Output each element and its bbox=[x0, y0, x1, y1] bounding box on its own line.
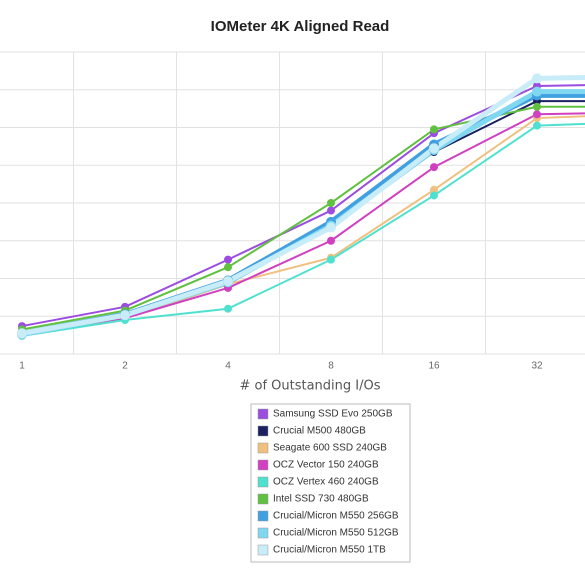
data-point bbox=[17, 328, 27, 339]
series-line bbox=[21, 100, 585, 337]
legend-swatch bbox=[257, 493, 269, 505]
series-line bbox=[21, 89, 585, 337]
series-line bbox=[21, 84, 585, 328]
data-point bbox=[327, 199, 335, 207]
x-tick-label: 8 bbox=[328, 361, 334, 372]
data-point bbox=[120, 310, 130, 321]
x-tick-label: 16 bbox=[428, 361, 440, 372]
series-line bbox=[21, 105, 585, 331]
x-tick-label: 4 bbox=[225, 361, 231, 372]
legend-label: Intel SSD 730 480GB bbox=[273, 494, 369, 505]
legend-swatch bbox=[257, 544, 269, 556]
legend-label: Crucial/Micron M550 512GB bbox=[273, 528, 399, 539]
chart-title: IOMeter 4K Aligned Read bbox=[211, 18, 390, 35]
data-point bbox=[532, 86, 542, 97]
legend-label: Crucial/Micron M550 256GB bbox=[273, 511, 399, 522]
legend-label: Samsung SSD Evo 250GB bbox=[273, 409, 393, 420]
data-point bbox=[430, 163, 438, 172]
data-point bbox=[223, 276, 233, 287]
legend-label: Crucial/Micron M550 1TB bbox=[273, 545, 386, 556]
data-point bbox=[533, 121, 541, 130]
legend-label: Seagate 600 SSD 240GB bbox=[273, 443, 387, 454]
legend-label: Crucial M500 480GB bbox=[273, 426, 366, 437]
data-point bbox=[429, 143, 439, 154]
legend-swatch bbox=[257, 510, 269, 522]
data-point bbox=[327, 206, 335, 215]
data-point bbox=[430, 125, 438, 134]
legend-box bbox=[250, 403, 411, 563]
legend-swatch bbox=[257, 442, 269, 454]
legend-swatch bbox=[257, 425, 269, 437]
legend-swatch bbox=[257, 527, 269, 539]
series-line bbox=[21, 122, 585, 337]
data-point bbox=[326, 222, 336, 233]
series-line bbox=[21, 92, 585, 336]
legend-swatch bbox=[257, 459, 269, 471]
data-point bbox=[532, 73, 542, 84]
data-point bbox=[224, 255, 232, 264]
x-tick-label: 2 bbox=[122, 361, 128, 372]
legend-label: OCZ Vertex 460 240GB bbox=[273, 477, 379, 488]
legend-swatch bbox=[257, 476, 269, 488]
legend-swatch bbox=[257, 408, 269, 420]
data-point bbox=[430, 191, 438, 200]
data-point bbox=[327, 255, 335, 264]
legend-label: OCZ Vector 150 240GB bbox=[273, 460, 379, 471]
data-point bbox=[224, 263, 232, 272]
x-axis-label: # of Outstanding I/Os bbox=[239, 379, 380, 394]
x-tick-label: 1 bbox=[19, 361, 25, 372]
data-point bbox=[224, 304, 232, 313]
x-tick-label: 32 bbox=[531, 361, 543, 372]
series-line bbox=[21, 115, 585, 337]
data-point bbox=[430, 185, 438, 194]
data-point bbox=[533, 110, 541, 119]
data-point bbox=[533, 102, 541, 111]
data-point bbox=[327, 236, 335, 245]
